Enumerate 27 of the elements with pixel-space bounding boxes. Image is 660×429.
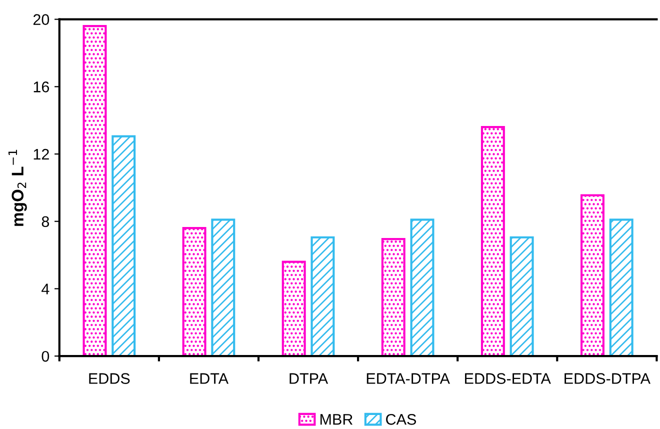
bar: [82, 24, 107, 356]
x-tick-label: EDTA-DTPA: [366, 373, 450, 384]
bar: [310, 236, 335, 356]
x-tick-label: EDDS: [89, 373, 130, 384]
bar: [480, 126, 505, 356]
y-tick-label: 12: [34, 148, 49, 160]
bar: [381, 238, 406, 356]
x-tick-label: DTPA: [290, 373, 328, 384]
bar: [211, 218, 236, 356]
y-tick-label: 16: [34, 82, 50, 92]
x-tick-label: EDDS-DTPA: [564, 373, 650, 384]
legend-label: MBR: [320, 414, 352, 425]
legend-label: CAS: [386, 414, 416, 425]
y-tick-label: 20: [33, 14, 50, 25]
bar: [580, 194, 604, 356]
bar: [609, 218, 634, 356]
bar: [410, 218, 434, 356]
y-tick-label: 0: [42, 350, 50, 362]
y-tick-label: 8: [42, 216, 50, 228]
bar: [510, 236, 534, 356]
y-tick-label: 4: [42, 284, 50, 294]
x-tick-label: EDDS-EDTA: [465, 373, 551, 384]
bar: [282, 260, 306, 356]
bar: [182, 227, 206, 356]
x-tick-label: EDTA: [190, 373, 229, 384]
bar: [112, 135, 136, 356]
y-axis-title: mgO$_{2}$ L$^{−1}$: [8, 150, 27, 226]
